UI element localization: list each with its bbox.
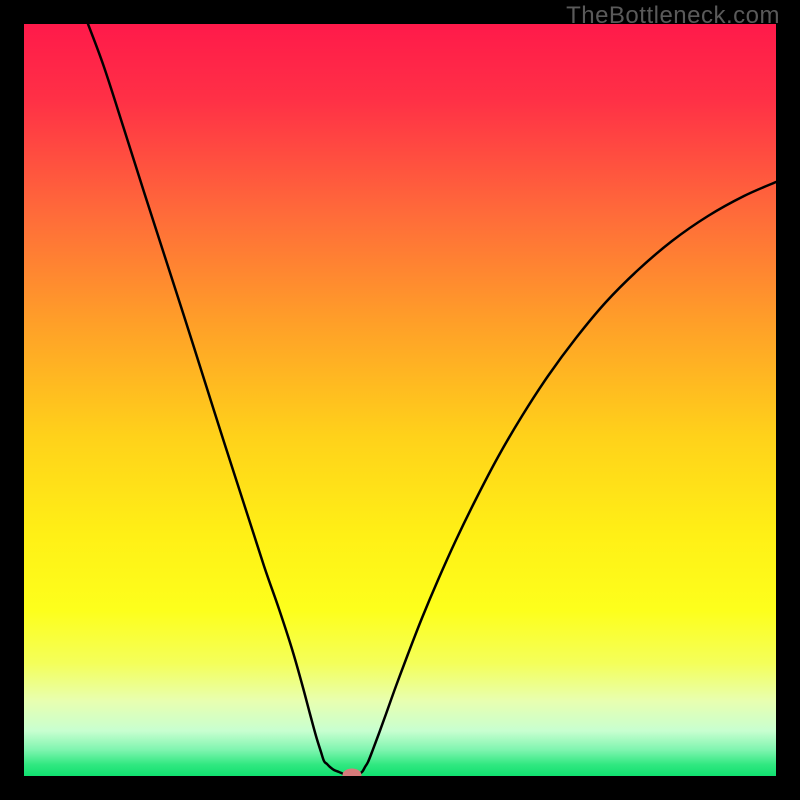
plot-svg — [24, 24, 776, 776]
chart-frame: TheBottleneck.com — [0, 0, 800, 800]
gradient-background — [24, 24, 776, 776]
plot-area — [24, 24, 776, 776]
